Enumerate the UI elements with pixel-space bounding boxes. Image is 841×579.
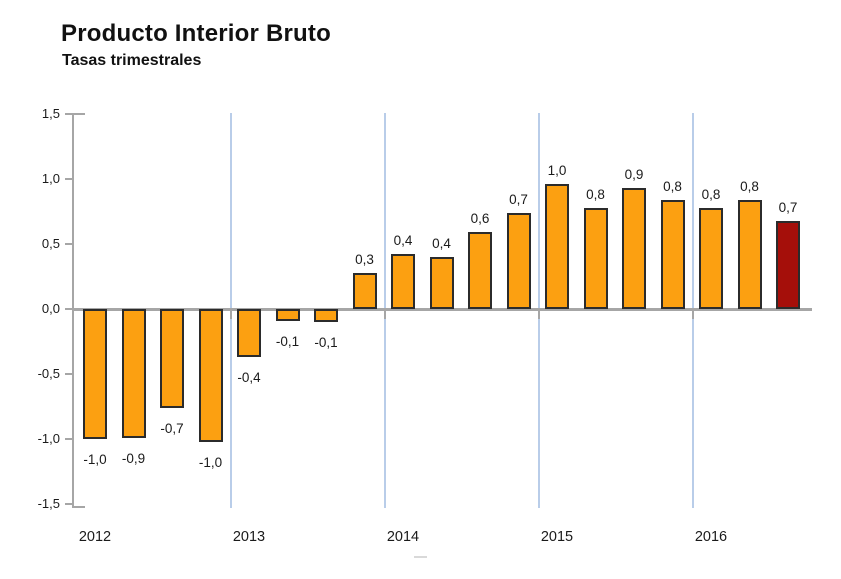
bar-value-label: 0,7 — [509, 191, 528, 207]
bar — [429, 257, 454, 309]
y-tick-label: 0,5 — [41, 236, 60, 251]
y-tick-label: 0,0 — [41, 301, 60, 316]
year-tick — [383, 311, 386, 319]
bar-value-label: 0,8 — [740, 178, 759, 194]
bar — [391, 254, 415, 309]
bar — [237, 309, 261, 358]
bar-value-label: -1,0 — [198, 454, 223, 470]
year-tick — [691, 311, 694, 319]
x-year-label: 2016 — [694, 529, 728, 545]
zero-baseline — [72, 308, 812, 311]
bar-highlighted — [776, 220, 800, 309]
bar-value-label: 0,6 — [470, 211, 490, 227]
bar — [121, 309, 146, 438]
chart-title: Producto Interior Bruto — [61, 20, 331, 47]
bar — [737, 199, 762, 309]
artifact-dash — [414, 556, 427, 558]
y-axis-bottom-cap — [72, 506, 85, 508]
bar-value-label: 0,4 — [432, 236, 451, 251]
bar-value-label: 1,0 — [547, 163, 567, 179]
bar — [352, 272, 377, 309]
bar — [583, 207, 608, 309]
y-tick — [65, 503, 72, 505]
bar — [622, 188, 646, 309]
bar-value-label: 0,3 — [355, 251, 374, 267]
x-year-label: 2014 — [386, 529, 420, 545]
y-tick-label: 1,0 — [41, 171, 60, 186]
bar — [83, 309, 107, 439]
y-tick — [65, 243, 72, 245]
bar — [660, 199, 685, 309]
y-axis-top-cap — [72, 113, 85, 115]
bar-value-label: -0,4 — [237, 370, 261, 386]
bar — [468, 232, 492, 309]
bar-value-label: 0,8 — [586, 186, 605, 202]
bar-value-label: -0,1 — [275, 333, 300, 349]
bar — [198, 309, 223, 442]
bar-value-label: -0,9 — [121, 450, 146, 466]
bar-value-label: 0,9 — [624, 167, 644, 183]
bar-value-label: -1,0 — [83, 452, 107, 467]
bar-value-label: 0,8 — [701, 186, 721, 202]
bar — [275, 309, 300, 321]
chart-subtitle: Tasas trimestrales — [62, 52, 202, 69]
y-tick-label: -0,5 — [37, 366, 60, 381]
bar — [160, 309, 184, 408]
bar — [545, 184, 569, 309]
y-tick — [65, 373, 72, 375]
y-tick-label: -1,0 — [37, 431, 60, 446]
bar-value-label: 0,7 — [778, 199, 798, 215]
y-tick — [65, 178, 72, 180]
bar — [506, 212, 531, 309]
bar-value-label: 0,8 — [663, 178, 682, 194]
x-year-label: 2012 — [78, 529, 112, 545]
bar — [699, 207, 723, 309]
bar — [314, 309, 338, 322]
bar-value-label: -0,7 — [160, 420, 184, 436]
y-tick — [65, 438, 72, 440]
year-tick — [229, 311, 232, 319]
x-year-label: 2015 — [540, 529, 574, 545]
y-tick-label: 1,5 — [41, 106, 60, 121]
y-tick — [65, 308, 72, 310]
x-year-label: 2013 — [232, 529, 266, 545]
year-tick — [537, 311, 540, 319]
y-tick — [65, 113, 72, 115]
bar-value-label: 0,4 — [393, 233, 413, 249]
bar-value-label: -0,1 — [314, 335, 338, 350]
y-tick-label: -1,5 — [37, 496, 60, 511]
